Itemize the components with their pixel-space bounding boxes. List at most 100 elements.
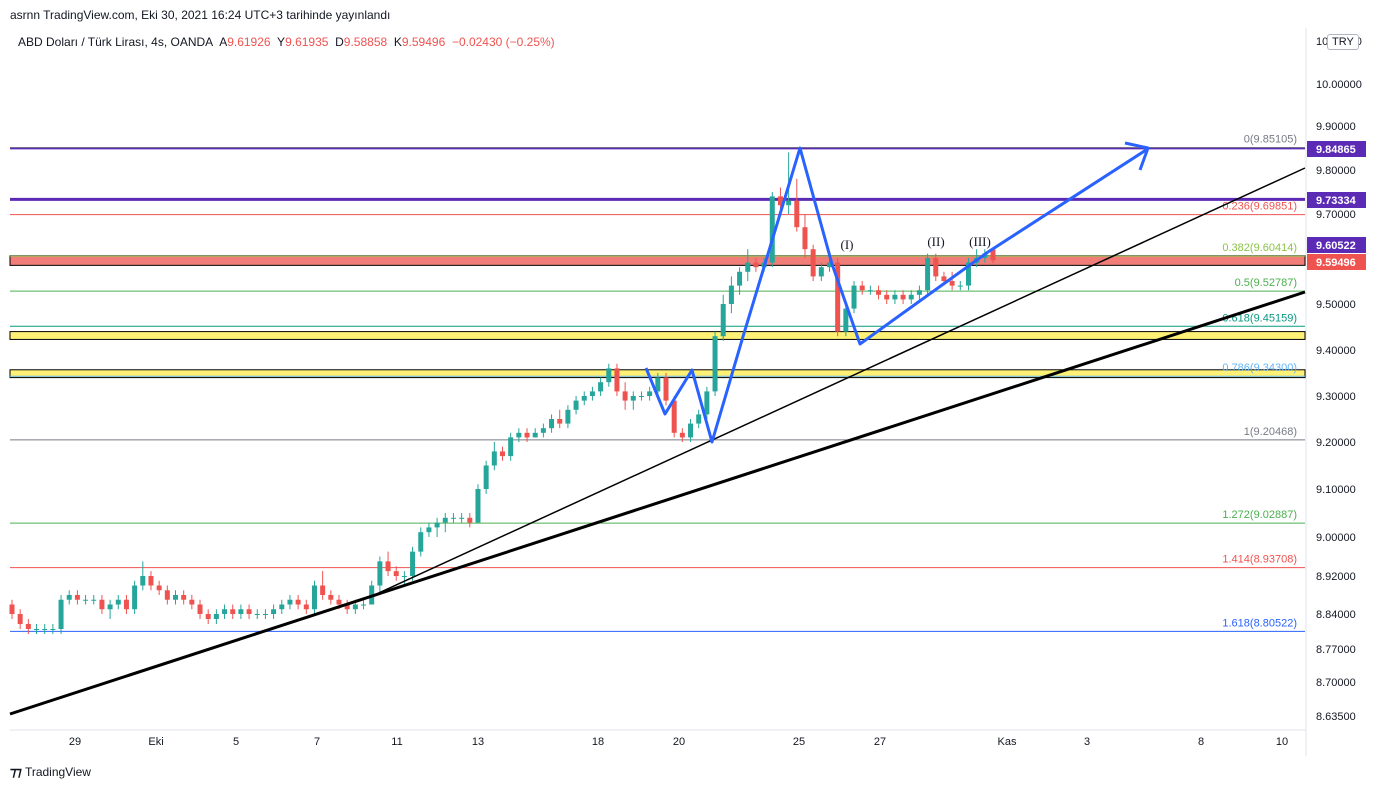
candle-24[interactable]	[205, 614, 211, 619]
candle-85[interactable]	[704, 391, 710, 415]
candle-33[interactable]	[279, 604, 285, 610]
candle-101[interactable]	[835, 262, 841, 332]
candle-116[interactable]	[957, 285, 963, 287]
arrow-line[interactable]	[987, 148, 1147, 254]
candle-30[interactable]	[254, 614, 260, 615]
candle-75[interactable]	[622, 391, 628, 401]
candle-97[interactable]	[802, 227, 808, 250]
candle-105[interactable]	[867, 290, 873, 292]
candle-66[interactable]	[549, 419, 555, 429]
candle-93[interactable]	[769, 196, 775, 263]
symbol-name[interactable]: ABD Doları / Türk Lirası, 4s, OANDA	[18, 35, 214, 49]
trendline-thick[interactable]	[9, 290, 1306, 716]
candle-39[interactable]	[328, 595, 334, 600]
candle-3[interactable]	[34, 629, 40, 630]
candle-90[interactable]	[745, 262, 751, 272]
candle-65[interactable]	[540, 428, 546, 433]
candle-64[interactable]	[532, 432, 538, 438]
candle-73[interactable]	[606, 368, 612, 383]
candle-45[interactable]	[377, 561, 383, 586]
candle-1[interactable]	[17, 614, 23, 624]
candle-74[interactable]	[614, 368, 620, 392]
candle-21[interactable]	[181, 595, 187, 600]
candle-23[interactable]	[197, 604, 203, 615]
candle-63[interactable]	[524, 432, 530, 438]
candle-82[interactable]	[679, 432, 685, 438]
candle-50[interactable]	[418, 532, 424, 552]
candle-68[interactable]	[565, 409, 571, 424]
candle-99[interactable]	[818, 267, 824, 277]
candle-120[interactable]	[990, 249, 996, 261]
candle-115[interactable]	[949, 281, 955, 286]
candle-83[interactable]	[688, 423, 694, 438]
candle-84[interactable]	[696, 414, 702, 424]
candle-37[interactable]	[311, 585, 317, 610]
candle-19[interactable]	[164, 590, 170, 600]
candle-86[interactable]	[712, 336, 718, 392]
candle-9[interactable]	[83, 599, 89, 601]
candle-62[interactable]	[516, 432, 522, 438]
candle-77[interactable]	[638, 396, 644, 397]
candle-7[interactable]	[66, 595, 72, 600]
candle-114[interactable]	[941, 276, 947, 281]
candle-57[interactable]	[475, 489, 481, 523]
candle-94[interactable]	[777, 196, 783, 206]
candle-91[interactable]	[753, 262, 759, 268]
candle-46[interactable]	[385, 561, 391, 572]
candle-47[interactable]	[393, 571, 399, 576]
candle-102[interactable]	[843, 308, 849, 332]
candle-70[interactable]	[581, 396, 587, 401]
candle-38[interactable]	[320, 585, 326, 596]
candle-11[interactable]	[99, 599, 105, 610]
candle-61[interactable]	[508, 437, 514, 457]
candle-78[interactable]	[647, 391, 653, 396]
candle-88[interactable]	[728, 285, 734, 304]
candle-17[interactable]	[148, 576, 154, 586]
candle-106[interactable]	[876, 290, 882, 295]
candle-49[interactable]	[410, 551, 416, 576]
candle-108[interactable]	[892, 294, 898, 300]
candle-22[interactable]	[189, 599, 195, 605]
trendline-thin[interactable]	[369, 167, 1306, 598]
candle-87[interactable]	[720, 304, 726, 337]
candle-12[interactable]	[107, 604, 113, 610]
candle-111[interactable]	[916, 290, 922, 295]
candle-25[interactable]	[213, 614, 219, 619]
candle-18[interactable]	[156, 585, 162, 591]
candle-103[interactable]	[851, 285, 857, 309]
candle-36[interactable]	[303, 604, 309, 610]
candle-55[interactable]	[459, 517, 465, 519]
currency-badge[interactable]: TRY	[1327, 34, 1359, 50]
candle-71[interactable]	[589, 391, 595, 396]
candle-109[interactable]	[900, 294, 906, 300]
candle-110[interactable]	[908, 294, 914, 300]
candle-8[interactable]	[74, 595, 80, 600]
candle-67[interactable]	[557, 419, 563, 424]
candle-35[interactable]	[295, 599, 301, 605]
candle-10[interactable]	[91, 599, 97, 601]
candle-98[interactable]	[810, 249, 816, 277]
candle-95[interactable]	[786, 200, 792, 206]
candle-96[interactable]	[794, 200, 800, 228]
candle-79[interactable]	[655, 377, 661, 392]
candle-48[interactable]	[401, 576, 407, 577]
candle-54[interactable]	[450, 517, 456, 519]
candle-53[interactable]	[442, 517, 448, 523]
candle-5[interactable]	[50, 629, 56, 630]
candle-13[interactable]	[115, 599, 121, 605]
candle-27[interactable]	[230, 609, 236, 614]
candle-76[interactable]	[630, 396, 636, 401]
candle-60[interactable]	[500, 451, 505, 457]
pattern-polyline[interactable]	[644, 146, 989, 444]
candle-100[interactable]	[827, 262, 832, 268]
candle-0[interactable]	[9, 604, 15, 615]
candle-58[interactable]	[483, 465, 489, 490]
candle-4[interactable]	[42, 629, 48, 630]
candle-28[interactable]	[238, 609, 244, 614]
candle-52[interactable]	[434, 522, 440, 528]
candle-16[interactable]	[140, 576, 146, 586]
candle-104[interactable]	[859, 285, 865, 291]
candle-15[interactable]	[132, 585, 138, 610]
candle-69[interactable]	[573, 400, 579, 410]
